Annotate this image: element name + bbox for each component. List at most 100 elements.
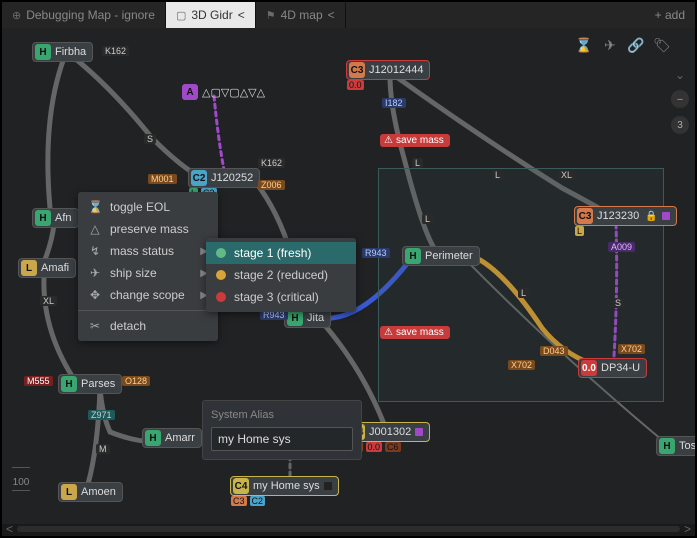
edge-label: L bbox=[518, 288, 529, 298]
node-label: J12012444 bbox=[369, 64, 423, 76]
node-label: Jita bbox=[307, 312, 324, 324]
dash-chip[interactable]: – bbox=[671, 90, 689, 108]
stage-dot-icon bbox=[216, 248, 226, 258]
system-node-amarr[interactable]: HAmarr bbox=[142, 428, 202, 448]
ctx-item[interactable]: ⌛toggle EOL bbox=[78, 196, 218, 218]
edge-label: S bbox=[144, 134, 156, 144]
meta-chip: C2 bbox=[250, 496, 266, 506]
tag-square bbox=[662, 212, 670, 220]
scroll-left-icon[interactable]: < bbox=[6, 522, 13, 536]
scroll-track[interactable] bbox=[17, 526, 680, 532]
plane-icon[interactable]: ✈ bbox=[601, 36, 619, 54]
horizontal-scrollbar[interactable]: < > bbox=[6, 524, 691, 534]
edge-label: D043 bbox=[540, 346, 568, 356]
share-icon[interactable]: < bbox=[238, 8, 245, 22]
ctx-item-label: change scope bbox=[110, 288, 185, 302]
edge-label: K162 bbox=[102, 46, 129, 56]
class-badge: C4 bbox=[233, 478, 249, 494]
tag-icon[interactable]: 🏷 bbox=[653, 36, 671, 54]
stage-dot-icon bbox=[216, 292, 226, 302]
class-badge: C2 bbox=[191, 170, 207, 186]
scroll-right-icon[interactable]: > bbox=[684, 522, 691, 536]
tag-square bbox=[324, 482, 332, 490]
ctx-item-detach[interactable]: ✂detach bbox=[78, 315, 218, 337]
add-tab-label: add bbox=[665, 8, 685, 22]
ctx-sub-label: stage 2 (reduced) bbox=[234, 268, 328, 282]
tab[interactable]: ⚑4D map< bbox=[256, 2, 346, 28]
ctx-item[interactable]: ✈ship size▶ bbox=[78, 262, 218, 284]
node-label: DP34-U bbox=[601, 362, 640, 374]
class-badge: H bbox=[35, 44, 51, 60]
edge-label: M bbox=[96, 444, 110, 454]
ctx-sub-item[interactable]: stage 1 (fresh) bbox=[206, 242, 356, 264]
edge-label: Z006 bbox=[258, 180, 285, 190]
tab-icon: ⊕ bbox=[12, 9, 21, 22]
node-label: Amarr bbox=[165, 432, 195, 444]
zoom-indicator[interactable]: 100 bbox=[8, 465, 34, 500]
edge-label: XL bbox=[40, 296, 57, 306]
class-badge: L bbox=[61, 484, 77, 500]
system-node-amoen[interactable]: L Amoen bbox=[58, 482, 123, 502]
node-label: Amoen bbox=[81, 486, 116, 498]
edge-label: L bbox=[422, 214, 433, 224]
tab-label: 3D Gidr bbox=[191, 8, 232, 22]
hourglass-icon[interactable]: ⌛ bbox=[575, 36, 593, 54]
system-node-dp34[interactable]: 0.0 DP34-U bbox=[578, 358, 647, 378]
node-label: J001302 bbox=[369, 426, 411, 438]
edge-label: I182 bbox=[382, 98, 406, 108]
system-node-j123230[interactable]: C3J123230🔒L bbox=[574, 206, 677, 226]
system-node-parses[interactable]: HParses bbox=[58, 374, 122, 394]
node-label: J120252 bbox=[211, 172, 253, 184]
system-node-j120252[interactable]: C2J120252LC2 bbox=[188, 168, 260, 188]
system-node-amafi[interactable]: LAmafi bbox=[18, 258, 76, 278]
zoom-value: 100 bbox=[8, 477, 34, 488]
edge-label: Z971 bbox=[88, 410, 115, 420]
meta-chip: 0.0 bbox=[347, 80, 364, 90]
tab[interactable]: ▢3D Gidr< bbox=[166, 2, 256, 28]
chevron-down-icon[interactable]: ⌄ bbox=[675, 68, 685, 82]
system-node-firbha[interactable]: H Firbha bbox=[32, 42, 93, 62]
system-node-afn[interactable]: HAfn bbox=[32, 208, 79, 228]
meta-chip: 0.0 bbox=[366, 442, 383, 452]
tag-square bbox=[415, 428, 423, 436]
system-node-j12012444[interactable]: C3J120124440.0 bbox=[346, 60, 430, 80]
system-node-tos[interactable]: HTos bbox=[656, 436, 695, 456]
right-strip: ⌄ – 3 bbox=[669, 68, 691, 134]
link-icon[interactable]: 🔗 bbox=[627, 36, 645, 54]
edge-label: X702 bbox=[508, 360, 535, 370]
map-canvas[interactable]: HFirbhaHAfnLAmafiHParsesHAmarrLAmoenA△▢▽… bbox=[2, 28, 695, 524]
stage-dot-icon bbox=[216, 270, 226, 280]
node-label: △▢▽▢△▽△ bbox=[202, 86, 265, 99]
node-label: J123230 bbox=[597, 210, 639, 222]
class-badge: 0.0 bbox=[581, 360, 597, 376]
ctx-sub-item[interactable]: stage 3 (critical) bbox=[206, 286, 356, 308]
tab[interactable]: ⊕ Debugging Map - ignore bbox=[2, 2, 166, 28]
detach-icon: ✂ bbox=[88, 319, 102, 333]
class-badge: C3 bbox=[577, 208, 593, 224]
node-label: Perimeter bbox=[425, 250, 473, 262]
ctx-sub-label: stage 3 (critical) bbox=[234, 290, 319, 304]
ctx-sub-label: stage 1 (fresh) bbox=[234, 246, 311, 260]
edge-label: R943 bbox=[362, 248, 390, 258]
node-label: Firbha bbox=[55, 46, 86, 58]
node-label: Tos bbox=[679, 440, 695, 452]
edge-label: M001 bbox=[148, 174, 177, 184]
count-chip[interactable]: 3 bbox=[671, 116, 689, 134]
edge-label: L bbox=[492, 170, 503, 180]
class-badge: L bbox=[21, 260, 37, 276]
system-node-perimeter[interactable]: HPerimeter bbox=[402, 246, 480, 266]
ctx-item[interactable]: ↯mass status▶ bbox=[78, 240, 218, 262]
system-node-myhome[interactable]: C4my Home sysC3C2 bbox=[230, 476, 339, 496]
ctx-item-icon: △ bbox=[88, 222, 102, 236]
system-node-a[interactable]: A△▢▽▢△▽△ bbox=[180, 82, 271, 102]
ctx-item[interactable]: △preserve mass bbox=[78, 218, 218, 240]
ctx-item[interactable]: ✥change scope▶ bbox=[78, 284, 218, 306]
alias-input[interactable] bbox=[211, 427, 353, 451]
class-badge: H bbox=[61, 376, 77, 392]
tab-label: Debugging Map - ignore bbox=[26, 8, 155, 22]
alias-popup: System Alias bbox=[202, 400, 362, 460]
share-icon[interactable]: < bbox=[328, 8, 335, 22]
meta-chip: C6 bbox=[385, 442, 401, 452]
add-tab-button[interactable]: + add bbox=[645, 2, 695, 28]
ctx-sub-item[interactable]: stage 2 (reduced) bbox=[206, 264, 356, 286]
